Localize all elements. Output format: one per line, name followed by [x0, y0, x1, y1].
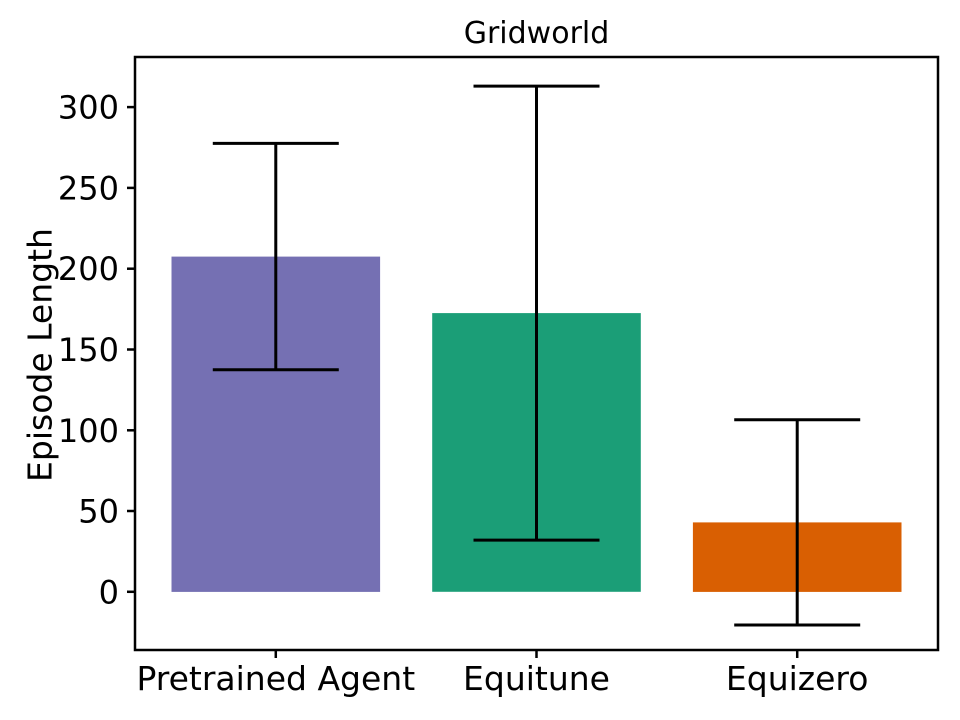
y-tick-label: 50 [78, 493, 119, 531]
y-tick-label: 200 [58, 250, 119, 288]
plot-border [133, 55, 940, 652]
y-tick-label: 250 [58, 169, 119, 207]
x-tick-label-equizero: Equizero [726, 659, 869, 698]
y-tick-label: 300 [58, 89, 119, 127]
y-tick-label: 0 [99, 573, 119, 611]
x-tick-label-pretrained-agent: Pretrained Agent [136, 659, 415, 698]
y-tick-label: 150 [58, 331, 119, 369]
chart-title: Gridworld [463, 16, 610, 51]
x-tick-label-equitune: Equitune [463, 659, 610, 698]
y-tick-label: 100 [58, 412, 119, 450]
